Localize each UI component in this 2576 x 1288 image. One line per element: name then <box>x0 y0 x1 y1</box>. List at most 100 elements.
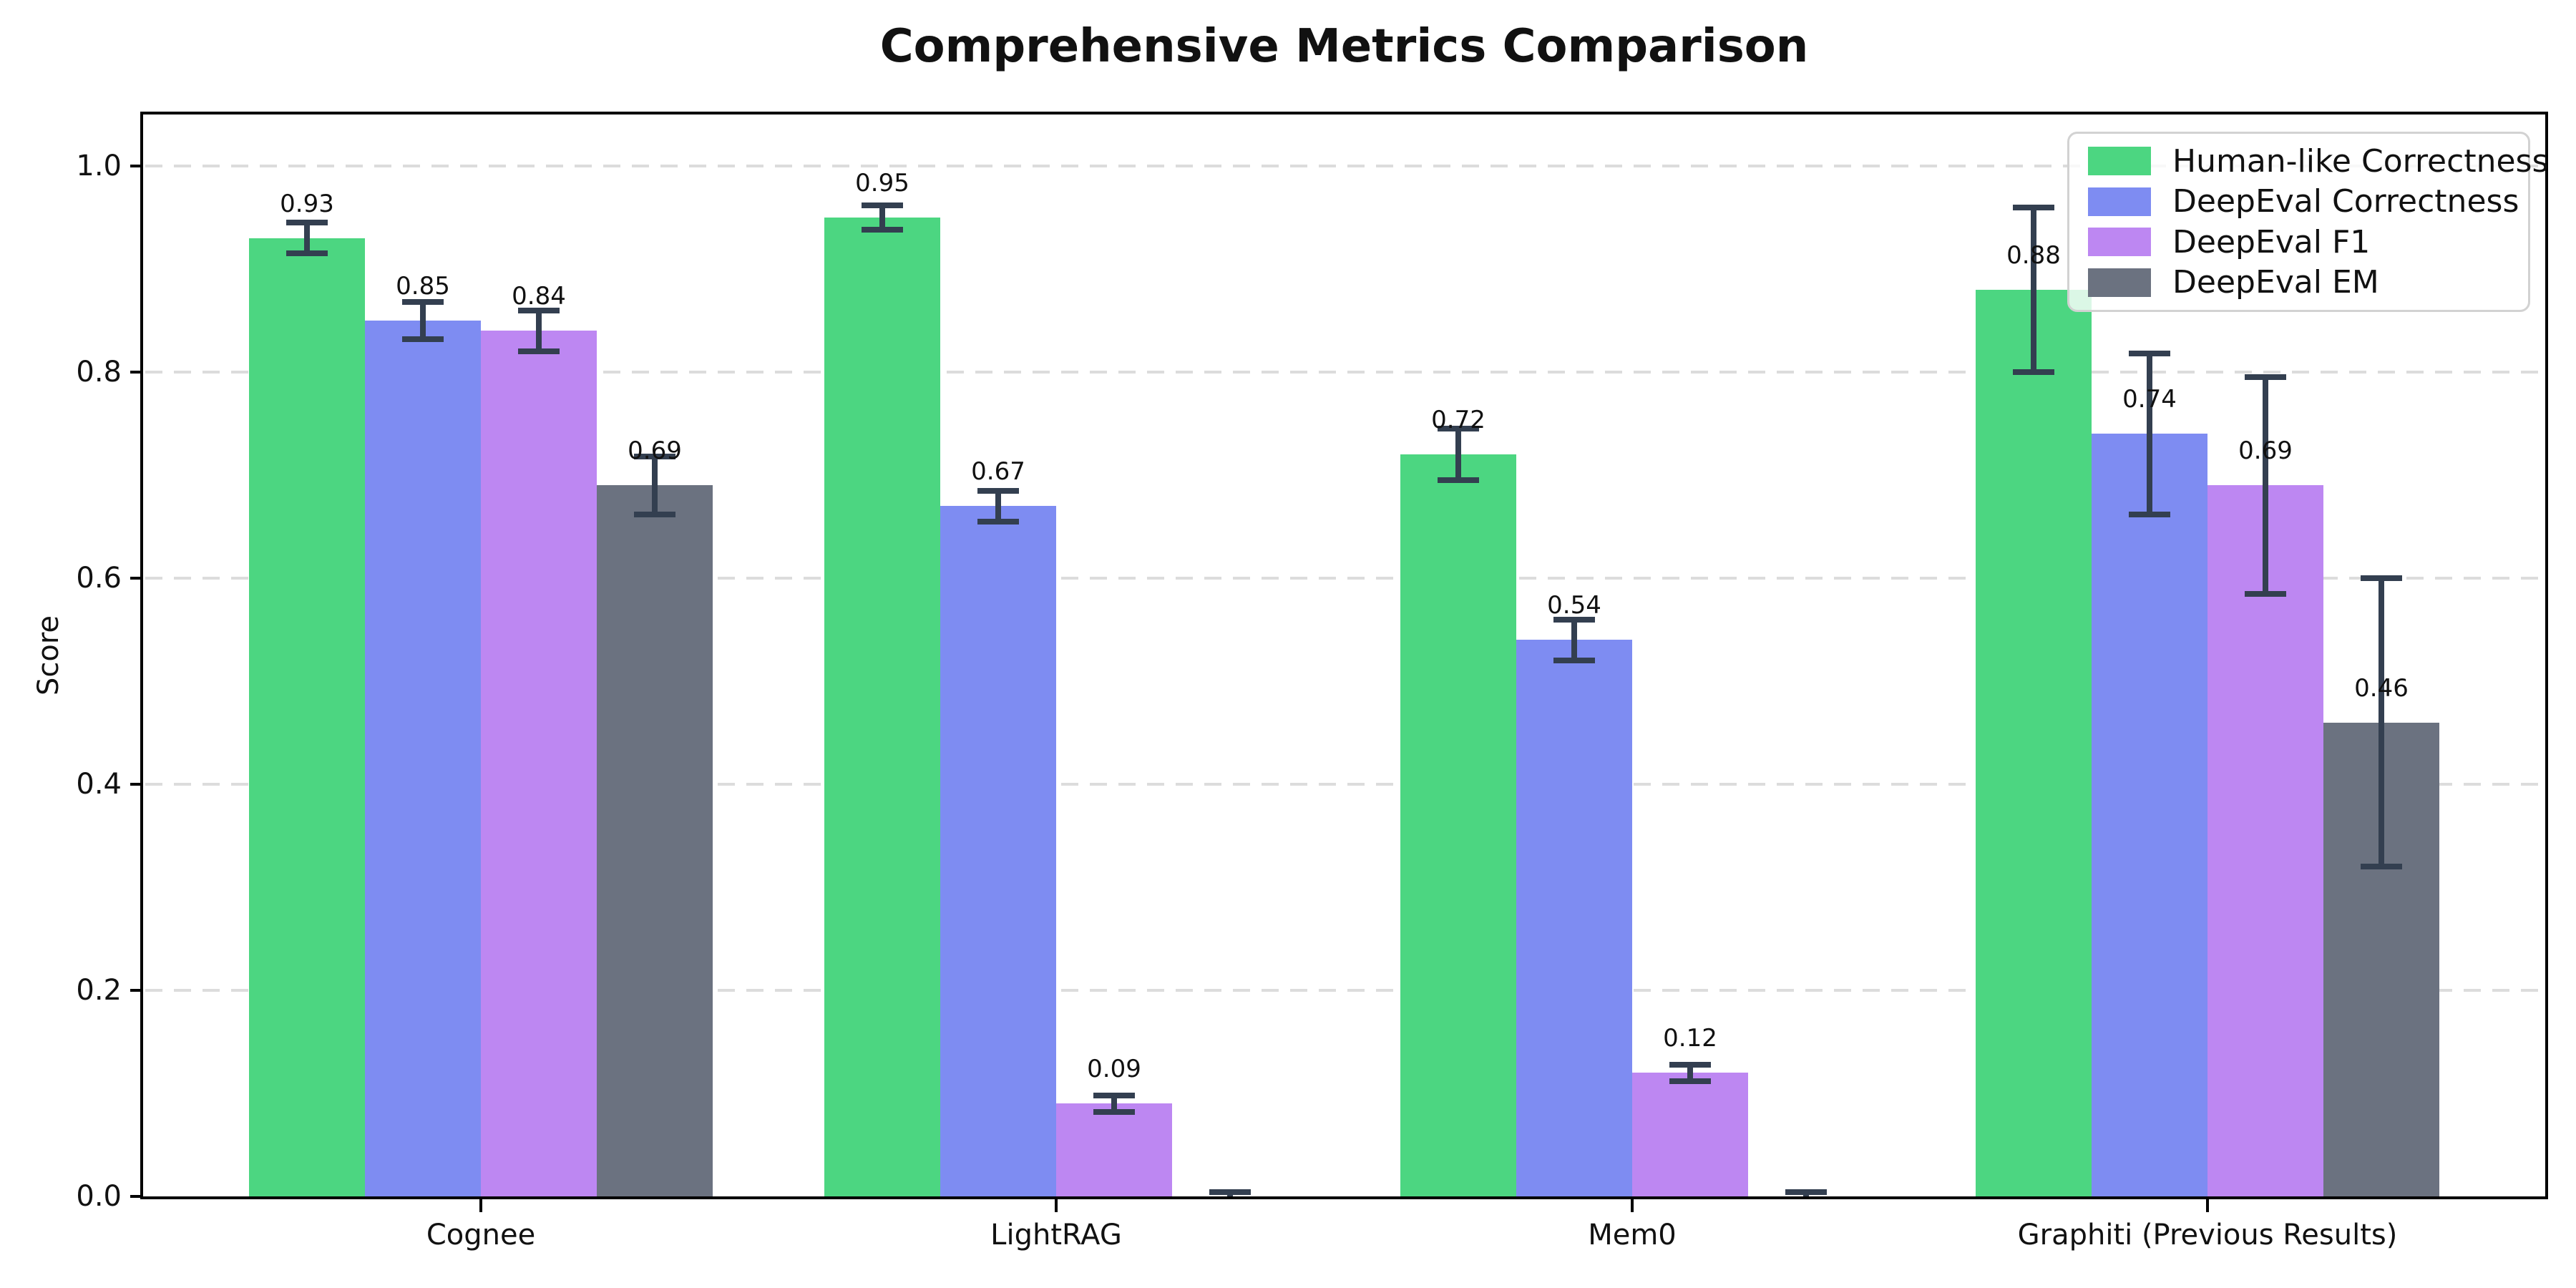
error-bar-cap-top <box>402 299 444 305</box>
y-tick-mark <box>130 577 143 580</box>
bar-value-label: 0.54 <box>1547 591 1601 620</box>
bar <box>824 218 940 1196</box>
bar-value-label: 0.09 <box>1087 1055 1141 1083</box>
error-bar-line <box>536 311 542 352</box>
bar <box>2207 485 2323 1196</box>
error-bar-cap-top <box>2361 575 2402 581</box>
error-bar-cap-bottom <box>1669 1078 1711 1084</box>
y-tick-mark <box>130 165 143 167</box>
bar <box>2092 434 2207 1196</box>
error-bar-line <box>2147 353 2152 514</box>
error-bar-cap-bottom <box>862 227 903 233</box>
legend-item: Human-like Correctness <box>2088 143 2548 180</box>
bar <box>1516 640 1632 1196</box>
gridline <box>145 989 2543 992</box>
error-bar-cap-top <box>1093 1093 1135 1098</box>
error-bar-cap-bottom <box>402 336 444 342</box>
gridline <box>145 783 2543 786</box>
bar-value-label: 0.46 <box>2354 674 2409 703</box>
bar <box>1976 290 2092 1196</box>
error-bar-cap-bottom <box>977 519 1019 525</box>
error-bar-cap-bottom <box>286 250 328 256</box>
y-tick-mark <box>130 783 143 786</box>
error-bar-cap-top <box>2129 351 2170 356</box>
x-tick-label: Mem0 <box>1588 1219 1677 1252</box>
bar-value-label: 0.67 <box>971 457 1025 486</box>
bar-value-label: 0.69 <box>2238 436 2293 465</box>
bar-value-label: 0.74 <box>2122 385 2177 414</box>
error-bar-cap-bottom <box>2129 512 2170 517</box>
legend-item: DeepEval EM <box>2088 264 2528 301</box>
bar <box>249 238 365 1196</box>
error-bar-cap-top <box>2013 205 2054 210</box>
legend-swatch <box>2088 187 2151 216</box>
error-bar-line <box>1455 429 1461 480</box>
chart-title: Comprehensive Metrics Comparison <box>879 20 1809 73</box>
y-tick-label: 0.0 <box>76 1180 122 1213</box>
error-bar-line <box>1571 620 1577 661</box>
gridline <box>145 577 2543 580</box>
y-tick-label: 0.6 <box>76 562 122 595</box>
legend-label: DeepEval Correctness <box>2172 183 2519 220</box>
legend-label: DeepEval F1 <box>2172 223 2371 260</box>
bar-value-label: 0.12 <box>1663 1024 1717 1053</box>
bar-value-label: 0.72 <box>1431 406 1485 434</box>
bar <box>365 321 481 1196</box>
legend-swatch <box>2088 147 2151 176</box>
error-bar-cap-bottom <box>2013 369 2054 375</box>
bar <box>1632 1073 1748 1196</box>
bar-value-label: 0.84 <box>512 282 566 311</box>
error-bar-cap-top <box>2245 374 2286 380</box>
y-tick-mark <box>130 1195 143 1198</box>
error-bar-line <box>2031 208 2036 372</box>
bar <box>597 485 713 1196</box>
y-tick-label: 1.0 <box>76 150 122 182</box>
y-tick-label: 0.2 <box>76 974 122 1007</box>
error-bar-cap-bottom <box>634 512 675 517</box>
error-bar-line <box>304 223 310 253</box>
axis-spine-top <box>140 112 2548 114</box>
error-bar-line <box>879 205 885 230</box>
legend-swatch <box>2088 228 2151 257</box>
error-bar-line <box>2379 578 2384 867</box>
bar-value-label: 0.88 <box>2006 241 2061 270</box>
error-bar-cap-top <box>977 488 1019 494</box>
error-bar-cap-top <box>286 220 328 225</box>
error-bar-cap-top <box>862 203 903 208</box>
error-bar-line <box>995 491 1001 522</box>
error-bar-cap-top <box>1209 1189 1251 1195</box>
error-bar-cap-bottom <box>1093 1109 1135 1115</box>
error-bar-cap-bottom <box>2361 864 2402 869</box>
bar <box>481 331 597 1196</box>
error-bar-cap-top <box>1438 426 1479 431</box>
error-bar-cap-top <box>1669 1062 1711 1068</box>
bar-value-label: 0.93 <box>280 190 334 218</box>
x-tick-mark <box>479 1199 482 1212</box>
y-tick-mark <box>130 989 143 992</box>
legend-item: DeepEval Correctness <box>2088 183 2528 220</box>
bar-value-label: 0.69 <box>628 436 682 465</box>
x-tick-label: Graphiti (Previous Results) <box>2017 1219 2398 1252</box>
error-bar-cap-top <box>1785 1189 1827 1195</box>
error-bar-line <box>420 302 426 339</box>
legend-label: DeepEval EM <box>2172 264 2379 301</box>
error-bar-line <box>1111 1096 1117 1112</box>
x-tick-mark <box>1055 1199 1058 1212</box>
error-bar-line <box>1687 1065 1693 1081</box>
gridline <box>145 371 2543 374</box>
legend: Human-like Correctness DeepEval Correctne… <box>2067 132 2548 312</box>
bar-value-label: 0.85 <box>396 272 450 301</box>
error-bar-cap-top <box>518 308 560 313</box>
x-tick-mark <box>2206 1199 2209 1212</box>
error-bar-cap-bottom <box>2245 591 2286 597</box>
error-bar-cap-top <box>1553 617 1595 623</box>
bar <box>1400 454 1516 1196</box>
axis-spine-left <box>140 112 143 1199</box>
error-bar-cap-bottom <box>1438 477 1479 483</box>
y-tick-label: 0.4 <box>76 768 122 801</box>
legend-label: Human-like Correctness <box>2172 142 2549 180</box>
bar <box>1056 1103 1172 1196</box>
error-bar-line <box>2263 377 2268 593</box>
